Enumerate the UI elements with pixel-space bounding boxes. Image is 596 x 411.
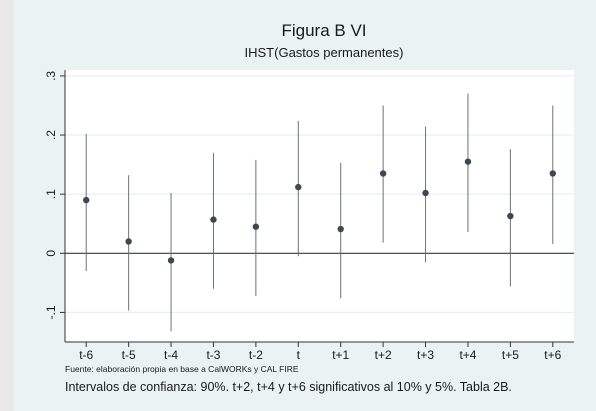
x-tick-label: t-3 <box>206 348 220 362</box>
left-edge-strip <box>0 0 14 411</box>
x-tick-label: t+1 <box>332 348 349 362</box>
x-tick-label: t+6 <box>544 348 561 362</box>
point-estimate <box>210 216 217 223</box>
chart-subtitle: IHST(Gastos permanentes) <box>245 45 404 60</box>
point-estimate <box>83 196 90 204</box>
point-estimate <box>379 170 387 177</box>
plot-area <box>65 70 574 342</box>
y-tick-label: 0 <box>44 250 58 257</box>
chart-title: Figura B VI <box>281 21 366 40</box>
point-estimate <box>252 223 260 230</box>
y-tick-label: .1 <box>44 189 58 199</box>
x-tick-label: t-6 <box>79 348 93 362</box>
confidence-note: Intervalos de confianza: 90%. t+2, t+4 y… <box>65 380 512 394</box>
y-tick-label: -.1 <box>44 305 58 319</box>
marks-layer <box>83 93 556 332</box>
point-estimate <box>167 257 175 264</box>
x-tick-label: t+4 <box>459 348 476 362</box>
point-estimate <box>507 212 514 220</box>
point-estimate <box>125 238 132 245</box>
source-note: Fuente: elaboración propia en base a Cal… <box>65 364 299 374</box>
x-tick-label: t-4 <box>164 348 178 362</box>
x-tick-label: t+3 <box>417 348 434 362</box>
point-estimate <box>422 189 429 197</box>
point-estimate <box>295 183 302 191</box>
x-tick-label: t+2 <box>375 348 392 362</box>
x-tick-label: t-2 <box>249 348 263 362</box>
x-tick-label: t <box>297 348 301 362</box>
point-estimate <box>549 170 556 177</box>
y-tick-label: .3 <box>44 71 58 81</box>
point-estimate <box>337 225 344 233</box>
point-estimate <box>464 158 472 165</box>
x-tick-label: t-5 <box>122 348 136 362</box>
y-tick-label: .2 <box>44 130 58 140</box>
x-tick-label: t+5 <box>502 348 519 362</box>
grid-layer <box>65 75 574 313</box>
axis-layer: .3 .2 .1 0 -.1 t-6 t-5 t-4 t-3 t-2 t t+1 t+2 t+3 t+4 t+… <box>44 70 574 362</box>
